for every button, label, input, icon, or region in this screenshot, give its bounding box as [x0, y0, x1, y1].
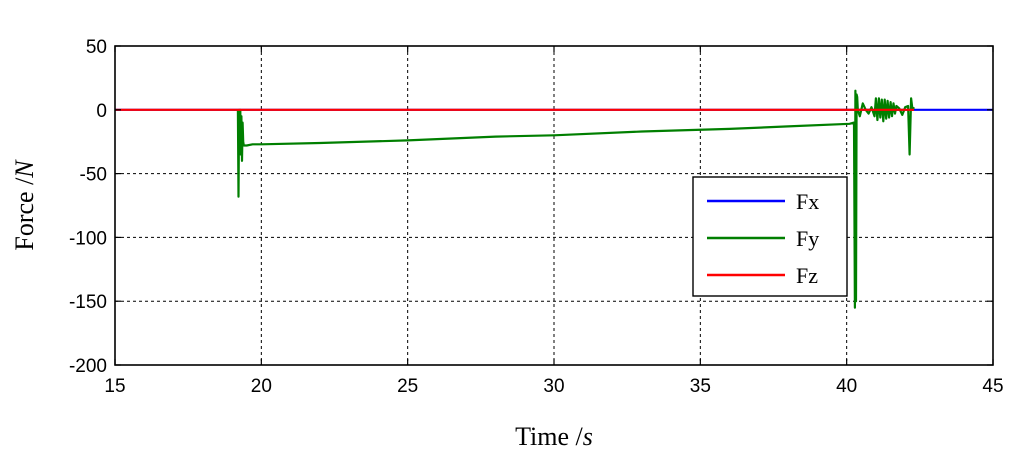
y-axis-ticks: -200 -150 -100 -50 0 50: [69, 37, 993, 377]
y-tick-label: -200: [69, 356, 107, 377]
x-tick-label: 30: [543, 376, 564, 397]
x-axis-title-unit: s: [583, 422, 593, 451]
x-tick-label: 15: [104, 376, 125, 397]
legend-label-fy: Fy: [796, 226, 819, 251]
y-tick-label: -100: [69, 228, 107, 249]
y-tick-label: -50: [80, 165, 107, 186]
legend-label-fx: Fx: [796, 189, 819, 214]
x-tick-label: 45: [982, 376, 1003, 397]
x-axis-title: Time /s: [515, 422, 593, 451]
y-axis-title: Force /N: [10, 159, 39, 251]
y-axis-title-text: Force /: [10, 177, 39, 251]
y-axis-title-unit: N: [10, 159, 39, 179]
y-tick-label: 0: [96, 101, 107, 122]
x-axis-ticks: 15 20 25 30 35 40 45: [104, 46, 1004, 397]
series-line-fy: [236, 89, 915, 309]
legend-box: [692, 176, 848, 297]
x-tick-label: 20: [251, 376, 272, 397]
legend-label-fz: Fz: [796, 263, 818, 288]
grid-lines: [115, 46, 993, 365]
x-tick-label: 35: [690, 376, 711, 397]
legend: Fx Fy Fz: [692, 176, 848, 297]
y-tick-label: -150: [69, 292, 107, 313]
plot-series: [115, 89, 993, 309]
x-axis-title-text: Time /: [515, 422, 583, 451]
y-tick-label: 50: [86, 37, 107, 58]
x-tick-label: 25: [397, 376, 418, 397]
x-tick-label: 40: [836, 376, 857, 397]
